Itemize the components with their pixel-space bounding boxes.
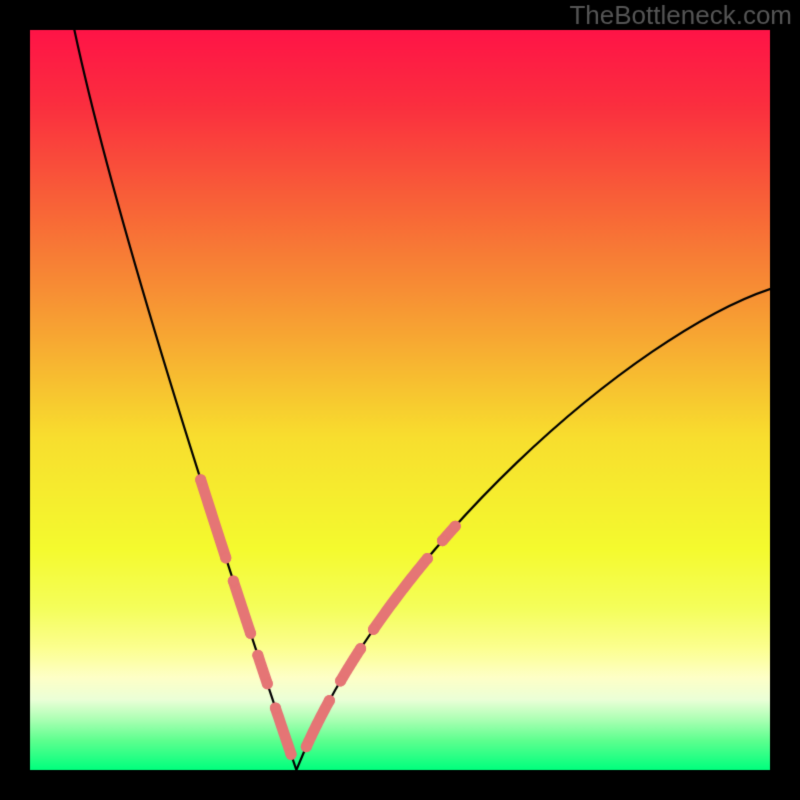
bottleneck-curve-chart [0, 0, 800, 800]
